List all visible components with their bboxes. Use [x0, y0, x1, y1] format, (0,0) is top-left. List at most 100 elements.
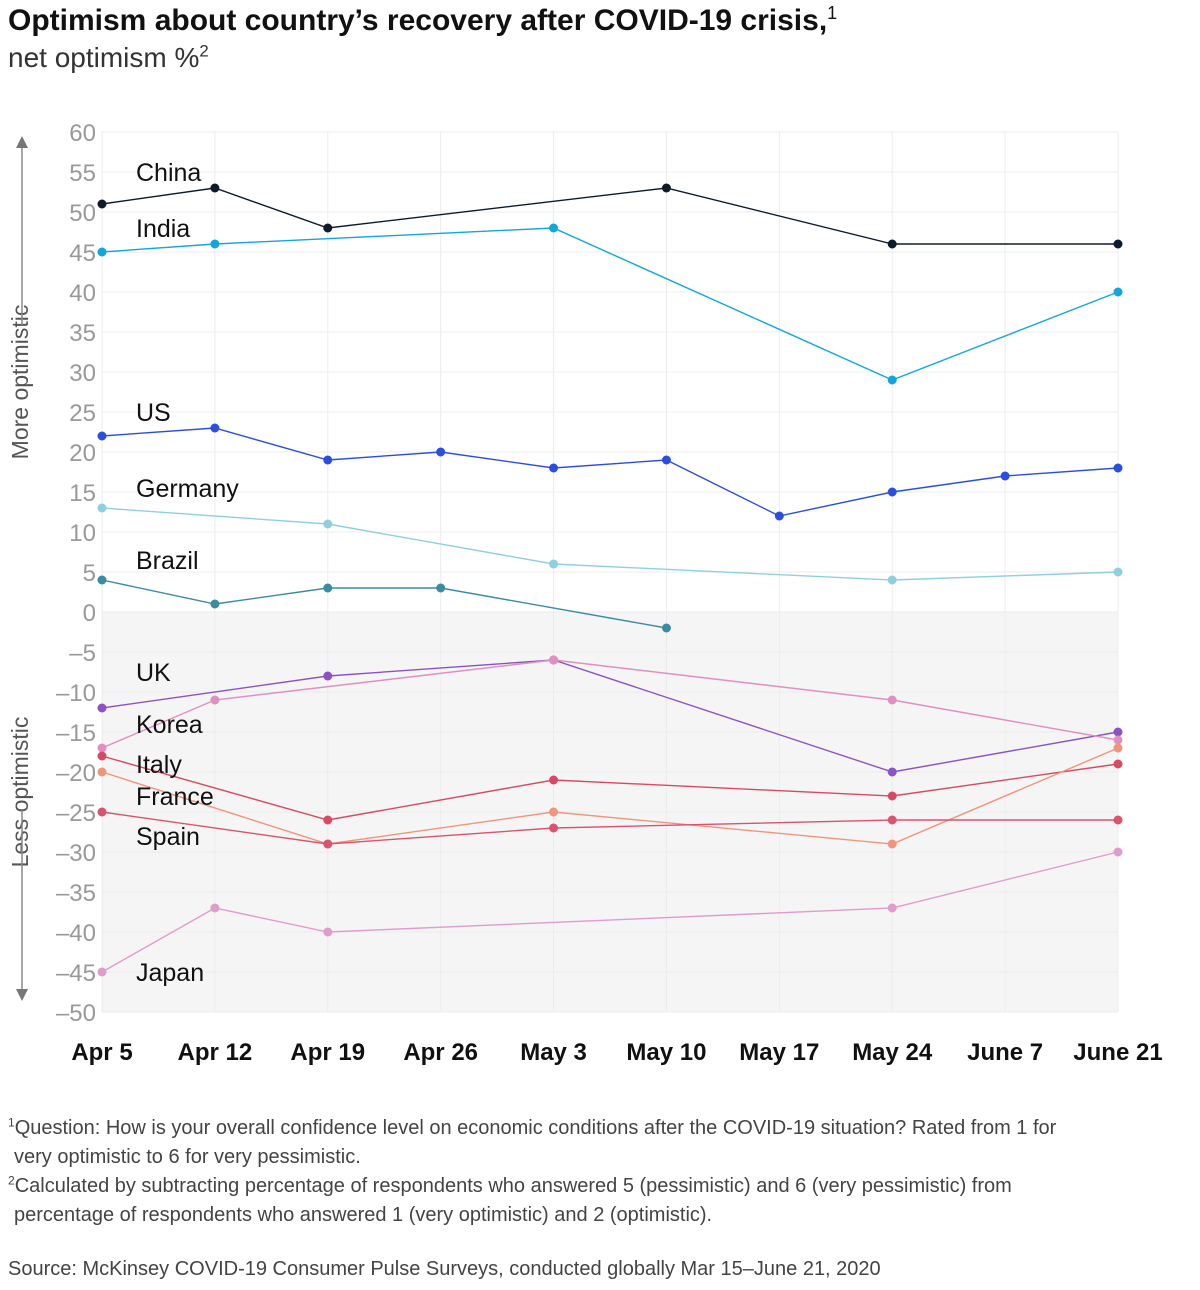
- data-point: [887, 815, 897, 825]
- x-tick-label: June 21: [1073, 1039, 1162, 1066]
- data-point: [210, 239, 220, 249]
- data-point: [887, 239, 897, 249]
- data-point: [1113, 727, 1123, 737]
- y-tick-label: 10: [69, 520, 96, 547]
- footnotes: 1Question: How is your overall confidenc…: [8, 1114, 1188, 1230]
- data-point: [323, 583, 333, 593]
- title-footnote-marker: 1: [827, 3, 838, 23]
- data-point: [1113, 743, 1123, 753]
- data-point: [887, 791, 897, 801]
- line-chart: 605550454035302520151050–5–10–15–20–25–3…: [7, 120, 1163, 1066]
- data-point: [97, 751, 107, 761]
- footnote-2-line-1: Calculated by subtracting percentage of …: [14, 1175, 1012, 1197]
- x-tick-label: Apr 19: [290, 1039, 365, 1066]
- chart-subtitle: net optimism %2: [8, 42, 209, 74]
- data-point: [210, 599, 220, 609]
- chart-title: Optimism about country’s recovery after …: [8, 4, 837, 38]
- y-tick-label: –25: [56, 800, 96, 827]
- data-point: [774, 511, 784, 521]
- data-point: [436, 447, 446, 457]
- series-line-us: [101, 427, 1119, 517]
- series-label-china: China: [136, 159, 201, 187]
- footnote-1-line-2: very optimistic to 6 for very pessimisti…: [14, 1146, 361, 1168]
- data-point: [1113, 815, 1123, 825]
- series-line-china: [101, 187, 1118, 245]
- data-point: [887, 767, 897, 777]
- data-point: [1113, 735, 1123, 745]
- series-india: [97, 223, 1123, 385]
- data-point: [323, 519, 333, 529]
- y-tick-label: –15: [56, 720, 96, 747]
- data-point: [1000, 471, 1010, 481]
- data-point: [887, 839, 897, 849]
- y-tick-label: 55: [69, 160, 96, 187]
- data-point: [97, 967, 107, 977]
- y-tick-label: –10: [56, 680, 96, 707]
- series-label-brazil: Brazil: [136, 547, 199, 575]
- data-point: [323, 455, 333, 465]
- data-point: [661, 455, 671, 465]
- y-tick-label: 15: [69, 480, 96, 507]
- y-tick-label: –45: [56, 960, 96, 987]
- footnote-2: 2Calculated by subtracting percentage of…: [8, 1172, 1188, 1201]
- y-tick-label: 5: [83, 560, 96, 587]
- footnote-2-marker: 2: [8, 1173, 15, 1188]
- data-point: [1113, 239, 1123, 249]
- chart-subtitle-text: net optimism %: [8, 42, 200, 73]
- x-tick-label: May 24: [852, 1039, 933, 1066]
- x-tick-label: May 10: [626, 1039, 706, 1066]
- x-tick-label: Apr 26: [403, 1039, 478, 1066]
- data-point: [97, 199, 107, 209]
- data-point: [97, 575, 107, 585]
- data-point: [97, 703, 107, 713]
- series-japan: [97, 847, 1123, 977]
- y-tick-label: –35: [56, 880, 96, 907]
- data-point: [887, 575, 897, 585]
- data-point: [549, 223, 559, 233]
- series-label-uk: UK: [136, 659, 171, 687]
- data-point: [97, 743, 107, 753]
- data-point: [1113, 463, 1123, 473]
- data-point: [210, 183, 220, 193]
- data-point: [97, 807, 107, 817]
- data-point: [887, 695, 897, 705]
- series-line-germany: [101, 507, 1119, 581]
- data-point: [887, 903, 897, 913]
- y-axis-label-less-optimistic: Less optimistic: [7, 717, 33, 868]
- data-point: [210, 903, 220, 913]
- x-tick-label: May 17: [739, 1039, 819, 1066]
- source-note: Source: McKinsey COVID-19 Consumer Pulse…: [8, 1258, 881, 1280]
- series-brazil: [97, 575, 671, 633]
- y-tick-label: 60: [69, 120, 96, 147]
- y-tick-label: –50: [56, 1000, 96, 1027]
- data-point: [1113, 759, 1123, 769]
- x-tick-label: June 7: [967, 1039, 1043, 1066]
- series-line-india: [101, 227, 1119, 381]
- data-point: [549, 463, 559, 473]
- y-tick-label: 25: [69, 400, 96, 427]
- data-point: [97, 247, 107, 257]
- data-point: [210, 423, 220, 433]
- data-point: [210, 695, 220, 705]
- series-spain: [97, 807, 1123, 849]
- data-point: [661, 623, 671, 633]
- series-germany: [97, 503, 1123, 585]
- x-tick-label: Apr 5: [71, 1039, 132, 1066]
- series-italy: [97, 751, 1123, 825]
- x-tick-label: May 3: [520, 1039, 587, 1066]
- data-point: [323, 223, 333, 233]
- y-tick-label: 50: [69, 200, 96, 227]
- y-tick-label: 40: [69, 280, 96, 307]
- data-point: [887, 375, 897, 385]
- data-point: [549, 775, 559, 785]
- footnote-2-line-2: percentage of respondents who answered 1…: [14, 1204, 713, 1226]
- series-china: [97, 183, 1123, 249]
- series-label-india: India: [136, 215, 190, 243]
- series-label-us: US: [136, 399, 171, 427]
- chart-title-text: Optimism about country’s recovery after …: [8, 4, 828, 37]
- x-tick-label: Apr 12: [178, 1039, 253, 1066]
- y-tick-label: 35: [69, 320, 96, 347]
- y-tick-label: –40: [56, 920, 96, 947]
- data-point: [1113, 287, 1123, 297]
- y-tick-label: 45: [69, 240, 96, 267]
